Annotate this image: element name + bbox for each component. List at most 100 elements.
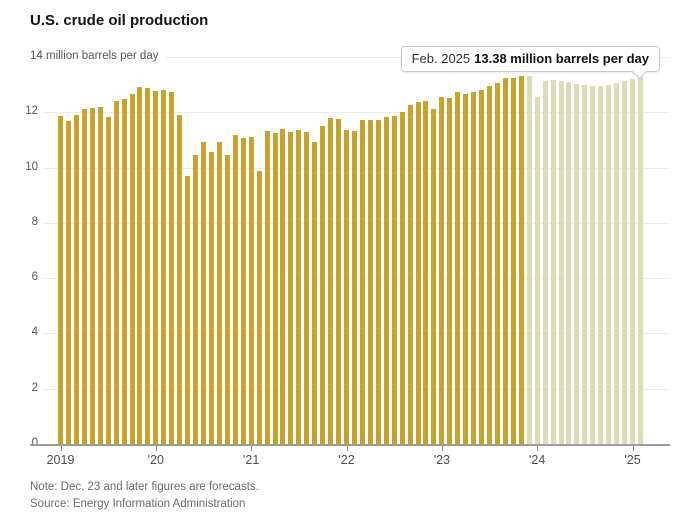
bar-Oct-2022[interactable] <box>415 101 421 444</box>
bar-Mar-2023[interactable] <box>455 92 461 444</box>
bar-Nov-2021[interactable] <box>328 117 334 444</box>
bar-Mar-2024[interactable] <box>550 79 556 444</box>
bar-Sep-2021[interactable] <box>312 141 318 444</box>
bar-Jul-2019[interactable] <box>105 117 111 444</box>
bar-Sep-2022[interactable] <box>407 104 413 444</box>
bar-Jan-2022[interactable] <box>344 129 350 444</box>
bar-Mar-2020[interactable] <box>169 92 175 444</box>
bar-Jun-2019[interactable] <box>97 106 103 444</box>
bar-Jun-2024[interactable] <box>574 84 580 444</box>
tooltip-label: Feb. 2025 <box>411 51 471 66</box>
chart-title: U.S. crude oil production <box>30 12 209 29</box>
bar-Jul-2022[interactable] <box>391 115 397 444</box>
bar-Jul-2020[interactable] <box>201 142 206 444</box>
bar-Aug-2021[interactable] <box>304 132 310 444</box>
bar-Apr-2024[interactable] <box>558 81 564 444</box>
bar-Sep-2019[interactable] <box>121 99 127 444</box>
x-tick-24 <box>537 446 539 451</box>
bar-Feb-2019[interactable] <box>65 121 71 444</box>
bar-Aug-2024[interactable] <box>590 85 596 444</box>
bar-Oct-2024[interactable] <box>606 84 612 444</box>
bar-May-2021[interactable] <box>280 129 286 444</box>
bar-Feb-2020[interactable] <box>161 89 167 444</box>
bar-Jan-2019[interactable] <box>58 115 63 444</box>
bar-May-2024[interactable] <box>566 82 572 444</box>
bar-Dec-2024[interactable] <box>622 81 628 444</box>
bar-Jul-2021[interactable] <box>296 130 302 444</box>
x-tick-2019 <box>60 446 62 451</box>
x-tick-label-2019: 2019 <box>46 453 75 467</box>
bar-Jun-2022[interactable] <box>383 117 389 444</box>
bar-Mar-2022[interactable] <box>359 120 365 444</box>
bar-Jun-2021[interactable] <box>288 131 294 444</box>
bar-Jan-2023[interactable] <box>439 96 445 444</box>
y-axis-unit-label: 14 million barrels per day <box>30 50 167 62</box>
bar-Feb-2023[interactable] <box>447 97 453 444</box>
bar-Sep-2024[interactable] <box>598 85 604 444</box>
bar-Aug-2022[interactable] <box>399 112 405 444</box>
bar-Apr-2021[interactable] <box>272 133 278 444</box>
bar-May-2020[interactable] <box>185 175 191 444</box>
bar-Oct-2019[interactable] <box>129 94 135 444</box>
bar-Feb-2024[interactable] <box>542 80 548 444</box>
chart-source: Source: Energy Information Administratio… <box>30 498 246 510</box>
y-tick-label-8: 8 <box>31 215 38 228</box>
bar-Nov-2022[interactable] <box>423 100 429 444</box>
bar-Mar-2019[interactable] <box>73 114 79 444</box>
bar-May-2022[interactable] <box>375 120 381 444</box>
bar-Aug-2019[interactable] <box>113 100 119 444</box>
bar-Apr-2020[interactable] <box>177 114 183 444</box>
bar-Oct-2021[interactable] <box>320 125 326 444</box>
bar-Aug-2020[interactable] <box>208 151 214 444</box>
bar-Jan-2020[interactable] <box>153 91 159 444</box>
bar-Mar-2021[interactable] <box>264 131 270 444</box>
y-tick-label-12: 12 <box>25 105 38 118</box>
tooltip-value: 13.38 million barrels per day <box>474 51 649 66</box>
gridline-12 <box>44 112 668 114</box>
bar-Nov-2019[interactable] <box>137 86 143 444</box>
bar-Jul-2023[interactable] <box>487 86 493 444</box>
bar-Feb-2021[interactable] <box>256 171 262 444</box>
bar-Jan-2025[interactable] <box>630 79 636 444</box>
bar-Jul-2024[interactable] <box>582 84 588 444</box>
bar-Dec-2020[interactable] <box>240 138 246 444</box>
y-tick-label-10: 10 <box>25 160 38 173</box>
bar-Nov-2023[interactable] <box>518 76 524 444</box>
chart-note: Note: Dec. 23 and later figures are fore… <box>30 481 259 493</box>
bar-Oct-2020[interactable] <box>224 154 230 444</box>
x-tick-label-20: '20 <box>147 453 164 467</box>
bar-Jun-2020[interactable] <box>193 155 199 444</box>
x-tick-23 <box>441 446 443 451</box>
bar-Dec-2022[interactable] <box>431 109 437 444</box>
x-tick-20 <box>155 446 157 451</box>
x-tick-label-23: '23 <box>433 453 450 467</box>
bar-Sep-2023[interactable] <box>502 78 508 444</box>
bar-May-2019[interactable] <box>89 108 95 444</box>
bar-Jan-2024[interactable] <box>534 96 540 444</box>
bar-Jun-2023[interactable] <box>479 89 485 444</box>
bar-Jan-2021[interactable] <box>248 136 254 444</box>
bar-Dec-2023[interactable] <box>526 76 532 444</box>
bar-Aug-2023[interactable] <box>494 83 500 444</box>
bar-Feb-2022[interactable] <box>351 131 357 444</box>
y-tick-label-2: 2 <box>31 381 38 394</box>
tooltip: Feb. 2025 13.38 million barrels per day <box>400 46 660 80</box>
bar-Sep-2020[interactable] <box>216 142 222 444</box>
x-tick-label-21: '21 <box>243 453 260 467</box>
x-tick-22 <box>346 446 348 451</box>
y-tick-label-6: 6 <box>31 271 38 284</box>
bar-Feb-2025[interactable] <box>637 74 643 444</box>
bar-Nov-2024[interactable] <box>614 83 620 444</box>
bar-Apr-2022[interactable] <box>367 120 373 444</box>
y-tick-label-0: 0 <box>31 437 38 449</box>
bar-Nov-2020[interactable] <box>232 134 238 444</box>
bar-Apr-2019[interactable] <box>81 109 87 444</box>
x-tick-label-25: '25 <box>624 453 641 467</box>
x-tick-label-24: '24 <box>529 453 546 467</box>
bar-May-2023[interactable] <box>471 92 477 444</box>
bar-Dec-2021[interactable] <box>336 118 342 444</box>
bar-Dec-2019[interactable] <box>145 87 151 444</box>
bar-Apr-2023[interactable] <box>463 93 469 444</box>
bar-Oct-2023[interactable] <box>510 77 516 444</box>
